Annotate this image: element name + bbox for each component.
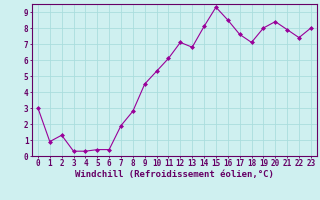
X-axis label: Windchill (Refroidissement éolien,°C): Windchill (Refroidissement éolien,°C): [75, 170, 274, 179]
